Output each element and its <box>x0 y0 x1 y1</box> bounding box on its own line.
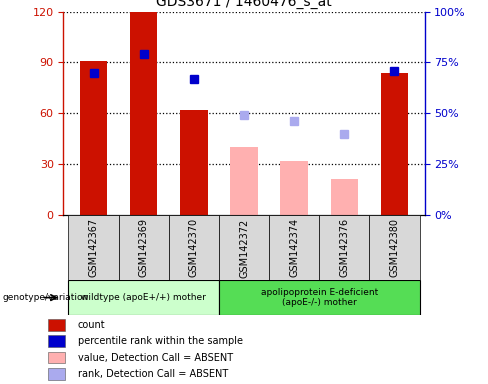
Bar <box>281 161 308 215</box>
Bar <box>119 215 169 280</box>
Title: GDS3671 / 1460476_s_at: GDS3671 / 1460476_s_at <box>156 0 332 9</box>
Bar <box>180 110 207 215</box>
Bar <box>48 319 65 331</box>
Bar <box>319 215 369 280</box>
Text: genotype/variation: genotype/variation <box>2 293 89 302</box>
Bar <box>48 352 65 363</box>
Text: GSM142369: GSM142369 <box>139 218 149 277</box>
Text: wildtype (apoE+/+) mother: wildtype (apoE+/+) mother <box>81 293 206 302</box>
Bar <box>80 61 107 215</box>
Bar <box>230 147 258 215</box>
Bar <box>330 179 358 215</box>
Bar <box>130 12 158 215</box>
Text: GSM142370: GSM142370 <box>189 218 199 277</box>
Bar <box>381 73 408 215</box>
Bar <box>48 335 65 347</box>
Text: GSM142374: GSM142374 <box>289 218 299 277</box>
Bar <box>48 368 65 380</box>
Text: GSM142376: GSM142376 <box>339 218 349 277</box>
Bar <box>68 280 219 315</box>
Bar <box>219 215 269 280</box>
Text: rank, Detection Call = ABSENT: rank, Detection Call = ABSENT <box>78 369 228 379</box>
Text: GSM142380: GSM142380 <box>389 218 400 277</box>
Bar <box>269 215 319 280</box>
Bar <box>169 215 219 280</box>
Text: GSM142372: GSM142372 <box>239 218 249 278</box>
Text: percentile rank within the sample: percentile rank within the sample <box>78 336 243 346</box>
Text: GSM142367: GSM142367 <box>88 218 99 277</box>
Bar <box>68 215 119 280</box>
Text: value, Detection Call = ABSENT: value, Detection Call = ABSENT <box>78 353 233 362</box>
Text: apolipoprotein E-deficient
(apoE-/-) mother: apolipoprotein E-deficient (apoE-/-) mot… <box>261 288 378 307</box>
Bar <box>219 280 420 315</box>
Text: count: count <box>78 320 105 330</box>
Bar <box>369 215 420 280</box>
